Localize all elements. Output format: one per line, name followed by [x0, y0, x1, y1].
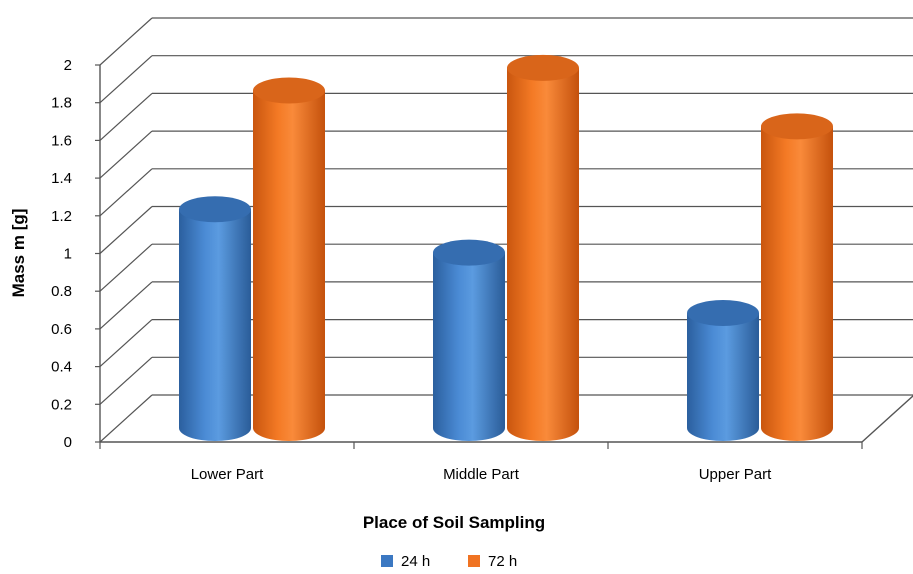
bar-top [761, 113, 833, 140]
bar-top [433, 239, 505, 266]
x-tick-label: Middle Part [443, 466, 520, 483]
gridline-side [99, 17, 153, 66]
y-tick-label: 1 [64, 246, 72, 263]
y-tick-label: 1.4 [51, 170, 72, 187]
bar-top [507, 54, 579, 81]
x-tick-label: Lower Part [191, 466, 264, 483]
bar-body [253, 90, 325, 442]
bar [253, 77, 325, 442]
y-tick-label: 1.2 [51, 208, 72, 225]
bar-body [761, 126, 833, 442]
y-tick-label: 0.2 [51, 396, 72, 413]
y-tick-label: 0.8 [51, 283, 72, 300]
y-tick-label: 0.6 [51, 321, 72, 338]
legend-swatch [468, 555, 480, 567]
gridline-side [99, 92, 153, 141]
y-tick-label: 2 [64, 57, 72, 74]
bar-body [687, 312, 759, 441]
bar-body [507, 67, 579, 442]
bar [507, 54, 579, 442]
y-tick-label: 1.6 [51, 132, 72, 149]
labels: 0 0.2 0.4 0.6 0.8 1 1.2 1.4 1.6 1.8 2 Lower Part Mid… [9, 57, 772, 532]
legend-label: 72 h [488, 553, 517, 569]
x-axis-title: Place of Soil Sampling [363, 513, 545, 532]
gridline-side [99, 356, 153, 405]
gridline-side [99, 55, 153, 104]
gridline-side [99, 168, 153, 217]
gridline-side [99, 243, 153, 292]
bar-body [179, 209, 251, 441]
bar-top [179, 196, 251, 223]
bar [761, 113, 833, 442]
legend-label: 24 h [401, 553, 430, 569]
gridline-side [99, 206, 153, 254]
legend: 24 h 72 h [381, 553, 517, 570]
y-tick-label: 0 [64, 434, 72, 451]
axes [95, 64, 913, 449]
y-tick-label: 0.4 [51, 359, 72, 376]
bar-body [433, 252, 505, 441]
bar-top [687, 299, 759, 326]
bar [433, 239, 505, 441]
bar [179, 196, 251, 441]
legend-swatch [381, 555, 393, 567]
gridline-side [99, 281, 153, 330]
bar-top [253, 77, 325, 104]
x-tick-label: Upper Part [699, 466, 772, 483]
floor-edge [861, 394, 913, 443]
bar [687, 299, 759, 441]
gridline-side [99, 130, 153, 179]
bars [179, 54, 833, 442]
y-axis-title: Mass m [g] [9, 209, 28, 298]
y-tick-label: 1.8 [51, 95, 72, 112]
gridline-side [99, 319, 153, 368]
gridline-side [99, 394, 153, 443]
